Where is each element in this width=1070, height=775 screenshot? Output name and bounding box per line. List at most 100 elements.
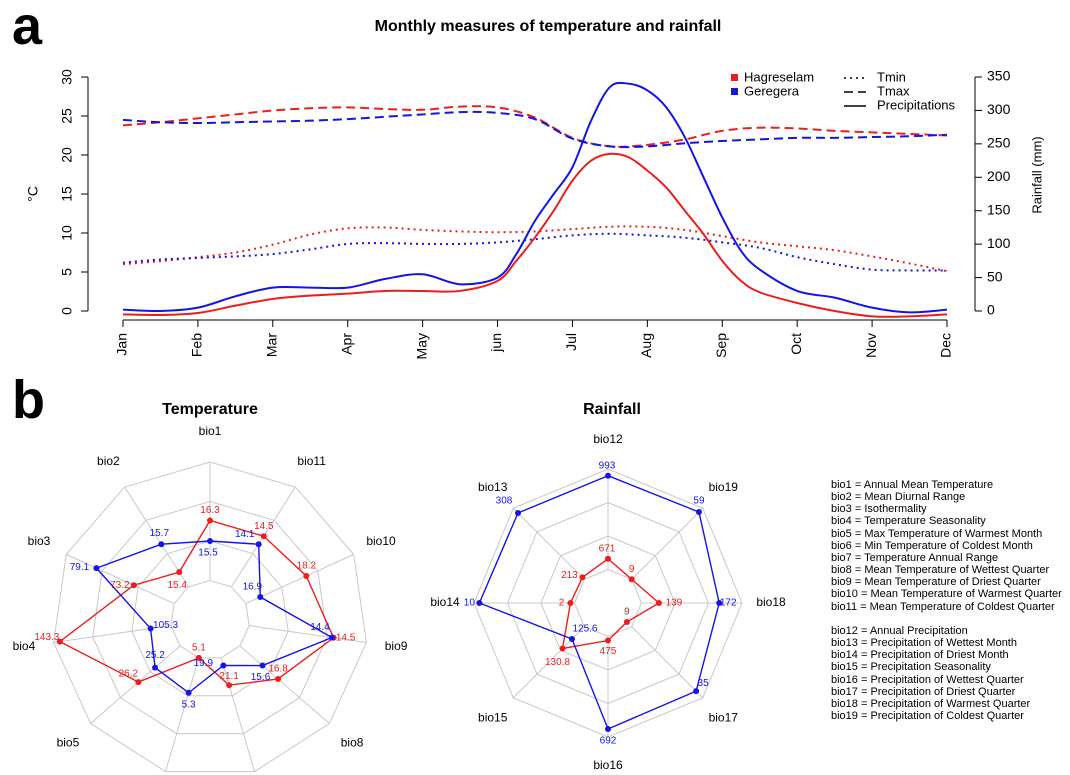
bio-definition-item: bio5 = Max Temperature of Warmest Month [831,527,1043,540]
radar-value-label: 59 [693,496,705,507]
radar-value-label: 26.2 [119,669,139,680]
bio-definition-item: bio8 = Mean Temperature of Wettest Quart… [831,564,1050,577]
radar-spoke [90,645,181,724]
radar-value-label: 14.1 [235,529,255,540]
radar-value-label: 16.9 [243,582,263,593]
radar-temperature: Temperaturebio1bio11bio10bio9bio8bio7bio… [13,401,408,773]
radar-value-label: 15.6 [251,672,271,683]
radar-value-label: 5.1 [192,643,206,654]
bio-definition-item: bio14 = Precipitation of Driest Month [831,649,1009,662]
radar-value-label: 5.3 [182,699,196,710]
y-left-label: °C [25,186,41,202]
radar-spoke [66,553,175,605]
bio-definition-item: bio7 = Temperature Annual Range [831,551,999,564]
radar-point [693,688,700,695]
x-tick-label: Aug [638,333,654,358]
series-hagreselam-precipitations [122,152,948,318]
radar-point [559,645,566,652]
radar-value-label: 21.1 [219,671,239,682]
bio-definition-item: bio4 = Temperature Seasonality [831,515,986,528]
radar-value-label: 125.6 [572,624,597,635]
radar-spoke [245,553,354,605]
legend-var-label: Precipitations [877,97,956,112]
bio-definition-item [831,613,1062,625]
radar-value-label: 308 [496,496,513,507]
series-geregera-tmin [122,232,948,272]
radar-value-label: 172 [720,598,737,609]
legend-swatch [731,74,738,81]
radar-spoke [249,625,367,643]
radar-rainfall: Rainfall bio12 bio19 bio18 bio17 bio16 bio15 bi… [430,401,786,772]
radar-series-hagreselam [58,519,335,686]
radar-point [195,654,202,661]
y-left-tick-label: 5 [59,268,75,276]
radar-value-label: 16.8 [268,664,288,675]
radar-axis-label: bio3 [28,534,51,548]
radar-point [655,600,662,606]
x-tick-label: May [413,333,429,359]
bio-definition-item: bio6 = Min Temperature of Coldest Month [831,539,1033,552]
radar-axis-label: bio5 [57,735,80,749]
chart-title: Monthly measures of temperature and rain… [375,18,722,35]
y-right-tick-label: 350 [987,68,1011,84]
legend-swatch [731,88,738,95]
radar-point [152,664,159,671]
radar-spoke [631,507,704,580]
panel-label-b: b [12,370,45,430]
radar-point [185,689,192,696]
radar-value-label: 15.5 [198,548,218,559]
radar-spoke [239,645,330,724]
radar-value-label: 143.3 [34,632,59,643]
radar-axis-label: bio1 [199,424,222,438]
radar-point [328,634,335,641]
y-left-tick-label: 20 [59,147,75,163]
radar-value-label: 139 [666,598,683,609]
radar-grid-ring [170,579,250,659]
bio-definition-item: bio13 = Precipitation of Wettest Month [831,637,1017,650]
bio-definitions-list: bio1 = Annual Mean Temperature bio2 = Mea… [831,479,1062,722]
radar-series-geregera [95,540,334,694]
radar-point [623,618,630,625]
radar-grid-ring [92,500,328,735]
radar-value-label: 671 [599,543,616,554]
radar-axis-label: bio14 [430,595,460,609]
radar-point [158,541,165,548]
radar-axis-label: bio2 [97,454,120,468]
x-tick-label: Mar [264,333,280,357]
radar-point [260,533,267,540]
radar-point [605,472,611,479]
radar-value-label: 105.3 [153,620,178,631]
bio-definition-item: bio1 = Annual Mean Temperature [831,479,994,491]
radar-axis-label: bio10 [366,534,396,548]
radar-point [568,636,575,643]
y-left-tick-label: 25 [59,108,75,124]
y-right-tick-label: 300 [987,101,1011,117]
legend-var-label: Tmin [877,69,906,84]
y-left-tick-label: 0 [59,307,75,315]
radar-value-label: 2 [559,598,565,609]
radar-point [605,725,611,732]
series-geregera-tmax [122,110,948,149]
y-right-tick-label: 150 [987,201,1011,217]
y-right-tick-label: 50 [987,268,1003,284]
radar-value-label: 25.2 [145,650,165,661]
radar-point [605,637,611,644]
radar-spoke [512,507,585,580]
bio-definition-item: bio15 = Precipitation Seasonality [831,661,991,674]
y-left-tick-label: 15 [59,186,75,202]
radar-spoke [631,626,704,699]
x-tick-label: jun [488,333,504,353]
radar-axis-label: bio18 [756,595,786,609]
radar-point [695,509,702,516]
radar-value-label: 79.1 [70,562,90,573]
radar-axis-label: bio13 [478,480,508,494]
radar-point [207,517,213,524]
radar-point [716,600,723,606]
y-right-label: Rainfall (mm) [1029,136,1044,213]
series-geregera-precipitations [122,81,948,314]
radar-point [130,582,137,589]
radar-point [207,538,213,544]
legend-site-label: Geregera [744,83,800,98]
radar-value-label: 213 [561,570,578,581]
radar-axis-label: bio12 [593,432,623,446]
